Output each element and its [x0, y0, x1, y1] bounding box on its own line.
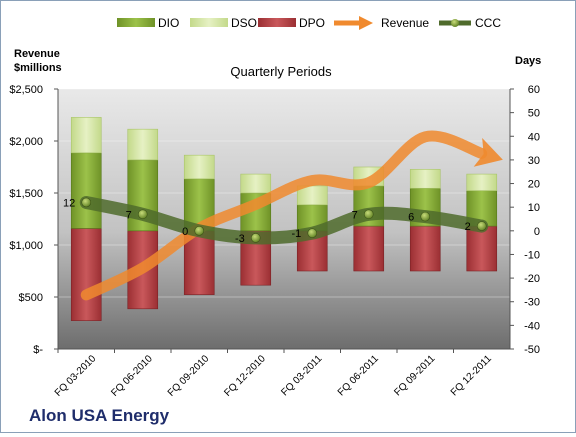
bar-dso	[70, 117, 102, 154]
legend: DIO DSO DPO Revenue CCC	[117, 16, 501, 30]
right-tick-label: 20	[528, 179, 540, 191]
x-tick-label: FQ 12-2010	[222, 353, 268, 399]
left-tick-label: $1,500	[9, 188, 43, 200]
legend-dot-ccc	[451, 19, 459, 27]
right-tick-label: -20	[524, 273, 540, 285]
revenue-layer	[80, 130, 503, 301]
ccc-point	[476, 221, 487, 231]
left-tick-label: $1,000	[9, 240, 43, 252]
right-tick-label: 60	[528, 84, 540, 96]
bar-dso	[127, 128, 159, 161]
right-tick-label: 10	[528, 202, 540, 214]
ccc-point	[307, 228, 318, 238]
left-axis-title-line2: $millions	[14, 62, 62, 74]
ccc-point	[363, 209, 374, 220]
ccc-data-label: 12	[63, 197, 75, 209]
ccc-data-label: -1	[291, 228, 301, 240]
legend-label-dpo: DPO	[299, 16, 325, 30]
right-tick-label: -30	[524, 297, 540, 309]
bar-dso	[466, 173, 498, 191]
legend-item-revenue: Revenue	[334, 16, 429, 30]
legend-label-dso: DSO	[231, 16, 257, 30]
right-tick-label: -50	[524, 344, 540, 356]
bar-dio	[296, 204, 328, 232]
legend-label-revenue: Revenue	[381, 16, 429, 30]
legend-item-dpo: DPO	[258, 16, 325, 30]
legend-arrow-revenue	[359, 16, 373, 30]
right-axis-title: Days	[515, 55, 541, 67]
bar-dpo	[466, 225, 498, 272]
ccc-layer: 12 7 0 -3 -1 7 6 2	[63, 195, 489, 245]
left-axis-title-line1: Revenue	[14, 48, 60, 60]
bar-dso	[409, 169, 441, 189]
left-tick-label: $2,000	[9, 136, 43, 148]
bar-dpo	[353, 225, 385, 272]
left-tick-label: $-	[33, 344, 43, 356]
legend-swatch-dio	[117, 18, 155, 27]
legend-item-dio: DIO	[117, 16, 179, 30]
right-tick-label: 40	[528, 131, 540, 143]
legend-swatch-dso	[190, 18, 228, 27]
right-tick-label: -10	[524, 249, 540, 261]
right-tick-label: -40	[524, 320, 540, 332]
ccc-point	[137, 209, 148, 220]
company-name: Alon USA Energy	[29, 406, 170, 425]
x-tick-label: FQ 03-2010	[53, 353, 99, 399]
x-tick-label: FQ 09-2011	[392, 353, 437, 398]
chart-title: Quarterly Periods	[230, 64, 332, 79]
x-tick-label: FQ 06-2011	[336, 353, 381, 398]
ccc-data-label: 0	[182, 226, 188, 238]
bar-dso	[183, 154, 215, 180]
ccc-data-label: 7	[126, 209, 132, 221]
right-tick-label: 30	[528, 155, 540, 167]
bar-dpo	[409, 225, 441, 272]
ccc-data-label: 7	[352, 209, 358, 221]
x-tick-label: FQ 06-2010	[109, 353, 155, 399]
revenue-line	[80, 130, 503, 301]
bar-dpo	[70, 228, 102, 321]
legend-swatch-dpo	[258, 18, 296, 27]
ccc-point	[81, 197, 92, 208]
right-tick-label: 50	[528, 108, 540, 120]
legend-item-dso: DSO	[190, 16, 257, 30]
ccc-point	[420, 211, 431, 222]
ccc-point	[250, 233, 261, 243]
x-tick-label: FQ 09-2010	[166, 353, 212, 399]
ccc-data-label: 6	[408, 212, 414, 224]
ccc-data-label: -3	[235, 233, 245, 245]
ccc-data-label: 2	[465, 221, 471, 233]
ccc-point	[194, 226, 205, 236]
bar-dio	[70, 152, 102, 229]
x-tick-label: FQ 03-2011	[279, 353, 324, 398]
legend-item-ccc: CCC	[439, 16, 501, 30]
legend-label-dio: DIO	[158, 16, 179, 30]
legend-label-ccc: CCC	[475, 16, 501, 30]
right-tick-label: 0	[534, 226, 540, 238]
bar-dso	[240, 173, 272, 194]
x-tick-label: FQ 12-2011	[449, 353, 494, 398]
left-tick-label: $500	[19, 292, 43, 304]
left-tick-label: $2,500	[9, 84, 43, 96]
